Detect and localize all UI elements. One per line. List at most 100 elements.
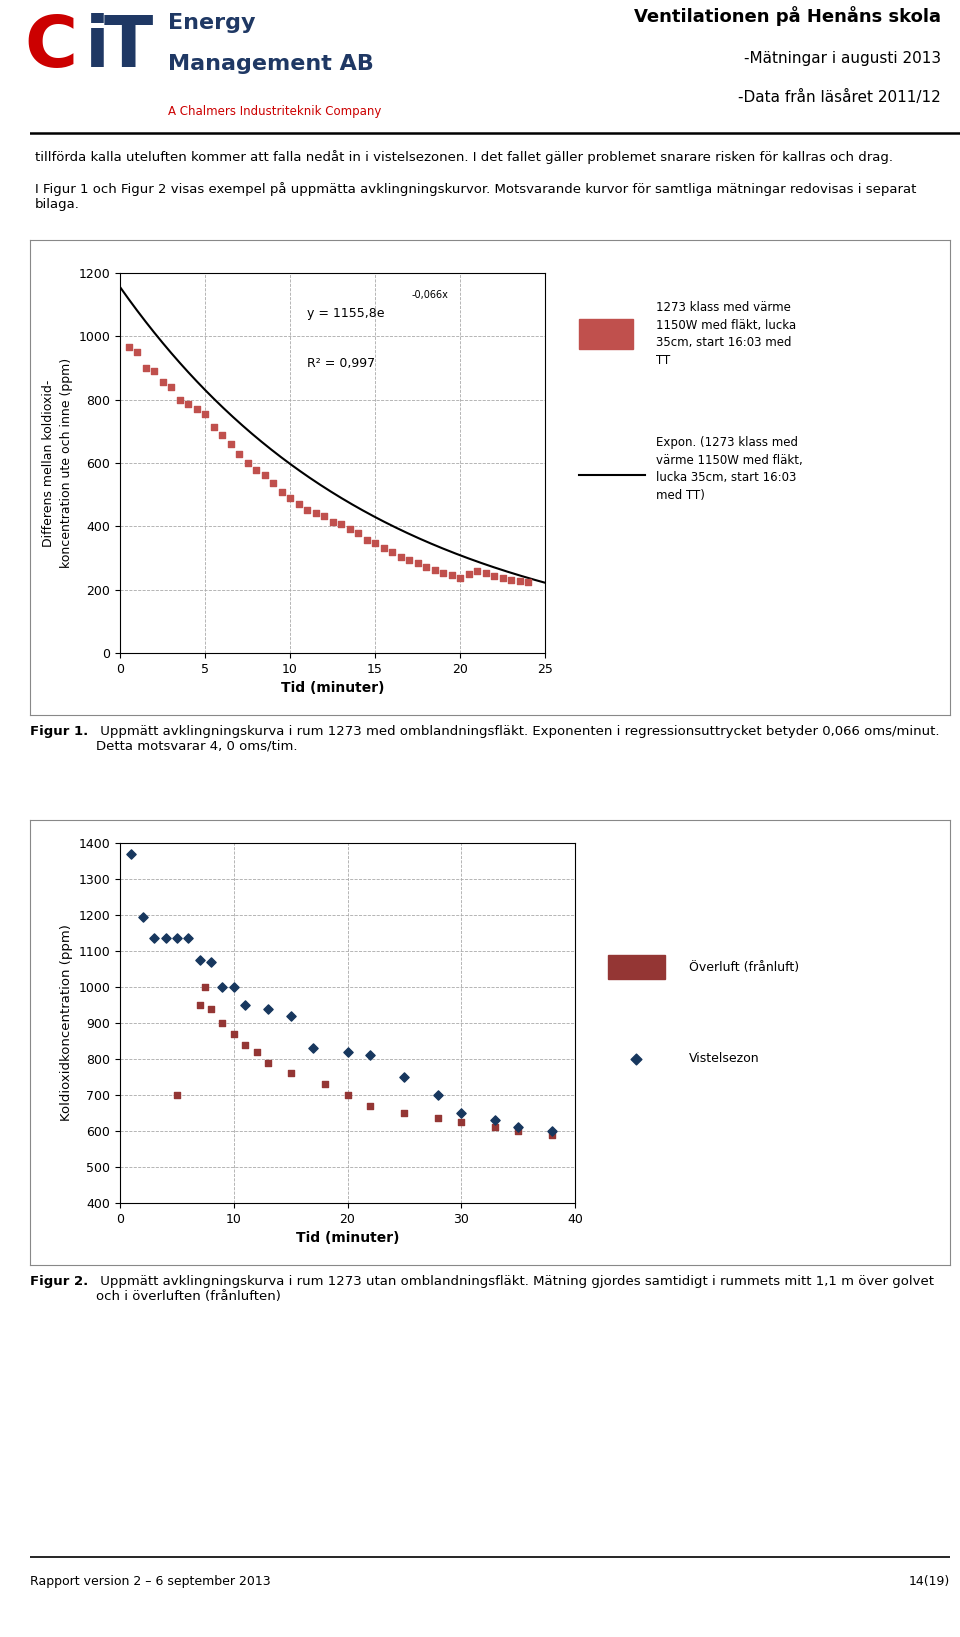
Point xyxy=(452,565,468,591)
Point xyxy=(205,414,221,440)
Text: C: C xyxy=(24,13,77,82)
Point xyxy=(401,547,417,573)
Point xyxy=(163,373,179,399)
Point xyxy=(487,563,502,589)
Point xyxy=(363,1094,378,1120)
Point xyxy=(198,974,213,1000)
Point xyxy=(215,974,230,1000)
Text: Uppmätt avklingningskurva i rum 1273 utan omblandningsfläkt. Mätning gjordes sam: Uppmätt avklingningskurva i rum 1273 uta… xyxy=(96,1275,934,1303)
Point xyxy=(375,534,391,560)
Point xyxy=(435,560,450,586)
Text: Energy: Energy xyxy=(168,13,255,33)
Point xyxy=(317,1071,332,1097)
Point xyxy=(282,486,298,512)
Point xyxy=(431,1105,446,1131)
Text: Management AB: Management AB xyxy=(168,54,373,74)
Text: Överluft (frånluft): Överluft (frånluft) xyxy=(689,961,800,974)
Point xyxy=(444,561,459,588)
Point xyxy=(410,550,425,576)
Point xyxy=(124,841,139,868)
Point xyxy=(240,450,255,476)
Point xyxy=(340,1039,355,1066)
Point xyxy=(147,925,162,951)
Point xyxy=(503,566,518,593)
Point xyxy=(135,904,151,930)
Point xyxy=(419,553,434,579)
Point xyxy=(121,334,136,360)
Point xyxy=(305,1035,321,1061)
Text: Vistelsezon: Vistelsezon xyxy=(689,1053,760,1066)
Text: Uppmätt avklingningskurva i rum 1273 med omblandningsfläkt. Exponenten i regress: Uppmätt avklingningskurva i rum 1273 med… xyxy=(96,725,940,753)
Point xyxy=(226,974,241,1000)
Point xyxy=(520,570,536,596)
Point xyxy=(214,421,229,447)
Point xyxy=(169,1082,184,1108)
Text: -Mätningar i augusti 2013: -Mätningar i augusti 2013 xyxy=(744,51,941,65)
Text: R² = 0,997: R² = 0,997 xyxy=(307,357,375,370)
Point xyxy=(396,1064,412,1090)
Point xyxy=(544,1118,560,1144)
Point xyxy=(291,491,306,517)
Point xyxy=(427,557,443,583)
Point xyxy=(226,1021,241,1048)
Point xyxy=(342,516,357,542)
Point xyxy=(511,1118,526,1144)
Text: tillförda kalla uteluften kommer att falla nedåt in i vistelsezonen. I det falle: tillförda kalla uteluften kommer att fal… xyxy=(35,151,893,164)
Point xyxy=(340,1082,355,1108)
Point xyxy=(274,480,289,506)
Point xyxy=(146,359,161,385)
Point xyxy=(192,992,207,1018)
Point xyxy=(130,339,145,365)
Text: -0,066x: -0,066x xyxy=(411,290,448,300)
Text: y = 1155,8e: y = 1155,8e xyxy=(307,308,385,321)
Point xyxy=(324,509,340,535)
Point xyxy=(512,568,527,594)
Text: 1273 klass med värme
1150W med fläkt, lucka
35cm, start 16:03 med
TT: 1273 klass med värme 1150W med fläkt, lu… xyxy=(657,301,797,367)
Point xyxy=(494,565,510,591)
Point xyxy=(192,946,207,972)
Point xyxy=(396,1100,412,1126)
Text: Figur 2.: Figur 2. xyxy=(30,1275,88,1288)
Text: -Data från läsåret 2011/12: -Data från läsåret 2011/12 xyxy=(738,90,941,105)
Point xyxy=(189,396,204,422)
Point xyxy=(249,1039,264,1066)
Text: i: i xyxy=(84,13,109,82)
X-axis label: Tid (minuter): Tid (minuter) xyxy=(280,681,384,696)
Point xyxy=(231,440,247,467)
Point xyxy=(511,1115,526,1141)
Point xyxy=(300,496,315,522)
Text: Expon. (1273 klass med
värme 1150W med fläkt,
lucka 35cm, start 16:03
med TT): Expon. (1273 klass med värme 1150W med f… xyxy=(657,435,803,503)
Point xyxy=(368,530,383,557)
Point xyxy=(544,1121,560,1148)
Point xyxy=(350,521,366,547)
Point xyxy=(204,949,219,976)
Point xyxy=(260,1049,276,1076)
Point xyxy=(359,527,374,553)
Point xyxy=(453,1108,468,1134)
Point xyxy=(384,539,399,565)
Text: T: T xyxy=(104,13,153,82)
Point xyxy=(283,1003,299,1030)
Point xyxy=(257,462,273,488)
Text: A Chalmers Industriteknik Company: A Chalmers Industriteknik Company xyxy=(168,105,381,118)
Point xyxy=(393,543,408,570)
Point xyxy=(283,1061,299,1087)
Point xyxy=(333,511,348,537)
Point xyxy=(265,470,280,496)
Point xyxy=(453,1100,468,1126)
Y-axis label: Koldioxidkoncentration (ppm): Koldioxidkoncentration (ppm) xyxy=(60,925,73,1121)
Point xyxy=(488,1115,503,1141)
X-axis label: Tid (minuter): Tid (minuter) xyxy=(296,1231,399,1246)
Point xyxy=(180,925,196,951)
Y-axis label: Differens mellan koldioxid-
koncentration ute och inne (ppm): Differens mellan koldioxid- koncentratio… xyxy=(42,359,73,568)
Point xyxy=(308,499,324,525)
Point xyxy=(363,1043,378,1069)
Point xyxy=(237,992,252,1018)
Point xyxy=(488,1107,503,1133)
Point xyxy=(172,386,187,413)
Point xyxy=(204,995,219,1021)
Text: I Figur 1 och Figur 2 visas exempel på uppmätta avklingningskurvor. Motsvarande : I Figur 1 och Figur 2 visas exempel på u… xyxy=(35,182,917,211)
Point xyxy=(180,391,196,417)
Point xyxy=(198,401,213,427)
Point xyxy=(249,457,264,483)
